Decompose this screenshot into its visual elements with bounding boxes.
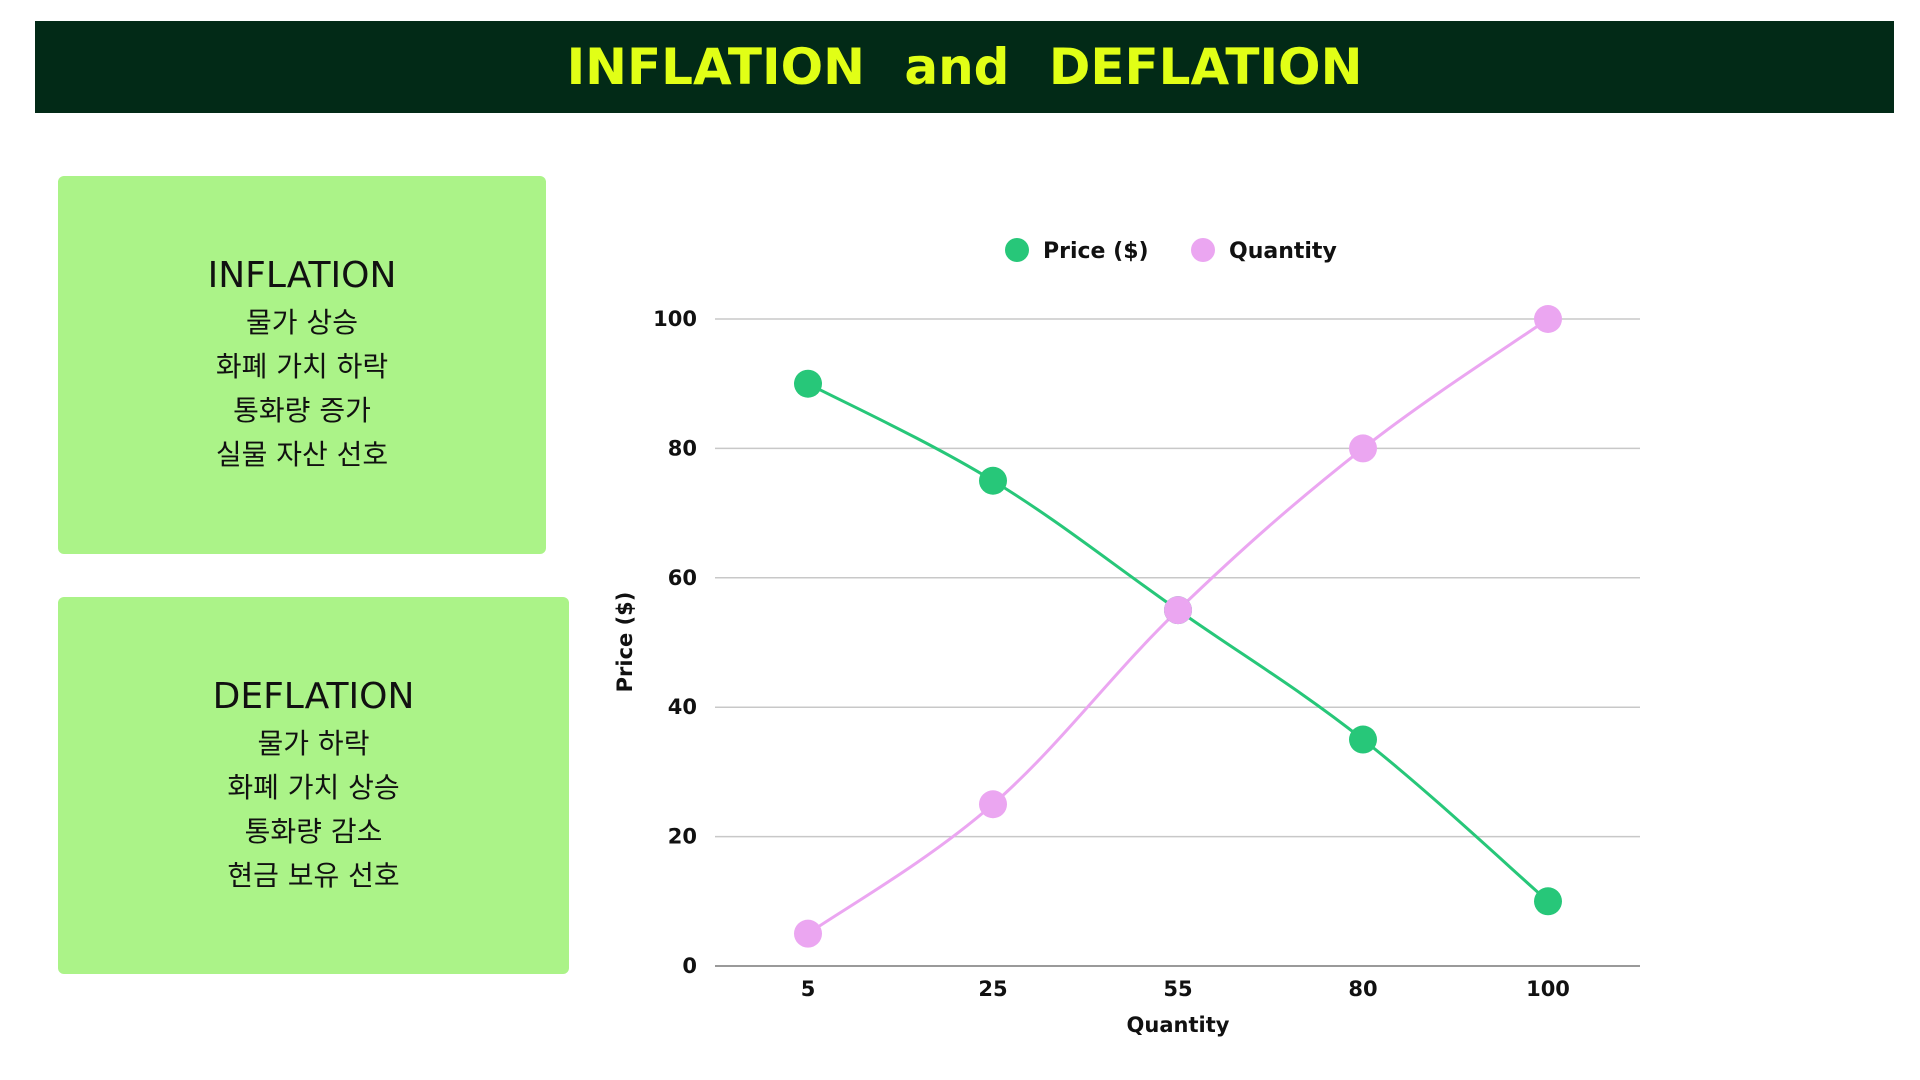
deflation-card-line: 통화량 감소 bbox=[244, 814, 383, 848]
data-point-quantity bbox=[1349, 434, 1377, 463]
legend-label: Quantity bbox=[1229, 239, 1337, 264]
x-axis-title: Quantity bbox=[1127, 1013, 1230, 1037]
y-tick-label: 20 bbox=[668, 825, 697, 849]
inflation-card-line: 통화량 증가 bbox=[233, 394, 371, 427]
data-point-price bbox=[1534, 887, 1562, 916]
deflation-card-line: 현금 보유 선호 bbox=[227, 858, 400, 892]
series-line-quantity bbox=[807, 317, 1549, 935]
legend-label: Price ($) bbox=[1043, 239, 1149, 264]
legend-marker-quantity bbox=[1191, 238, 1215, 262]
inflation-card-line: 물가 상승 bbox=[246, 306, 358, 339]
data-point-quantity bbox=[1164, 596, 1192, 625]
y-tick-label: 0 bbox=[682, 954, 697, 978]
data-point-price bbox=[979, 466, 1007, 495]
deflation-card-line: 물가 하락 bbox=[257, 726, 370, 760]
inflation-card-line: 화폐 가치 하락 bbox=[215, 350, 389, 383]
inflation-card: INFLATION 물가 상승 화폐 가치 하락 통화량 증가 실물 자산 선호 bbox=[58, 176, 546, 554]
y-tick-label: 40 bbox=[668, 695, 697, 719]
x-tick-label: 100 bbox=[1526, 977, 1570, 1001]
x-tick-label: 80 bbox=[1348, 977, 1377, 1001]
inflation-card-title: INFLATION bbox=[207, 255, 397, 296]
deflation-card-title: DEFLATION bbox=[212, 675, 415, 717]
legend-marker-price bbox=[1005, 238, 1029, 262]
y-tick-label: 60 bbox=[668, 566, 697, 590]
data-point-quantity bbox=[1534, 305, 1562, 333]
deflation-card-line: 화폐 가치 상승 bbox=[227, 770, 400, 804]
deflation-card: DEFLATION 물가 하락 화폐 가치 상승 통화량 감소 현금 보유 선호 bbox=[58, 597, 569, 974]
x-tick-label: 5 bbox=[801, 977, 816, 1001]
y-tick-label: 80 bbox=[668, 436, 697, 460]
data-point-price bbox=[794, 369, 822, 398]
data-point-quantity bbox=[979, 790, 1007, 819]
y-axis-title: Price ($) bbox=[613, 592, 637, 693]
title-bar: INFLATION and DEFLATION bbox=[35, 21, 1894, 113]
data-point-quantity bbox=[794, 919, 822, 948]
x-tick-label: 25 bbox=[978, 977, 1007, 1001]
x-tick-label: 55 bbox=[1163, 977, 1192, 1001]
data-point-price bbox=[1349, 725, 1377, 754]
inflation-card-line: 실물 자산 선호 bbox=[215, 438, 389, 471]
series-line-price bbox=[807, 382, 1549, 903]
y-tick-label: 100 bbox=[653, 307, 697, 331]
page-title: INFLATION and DEFLATION bbox=[566, 38, 1363, 96]
